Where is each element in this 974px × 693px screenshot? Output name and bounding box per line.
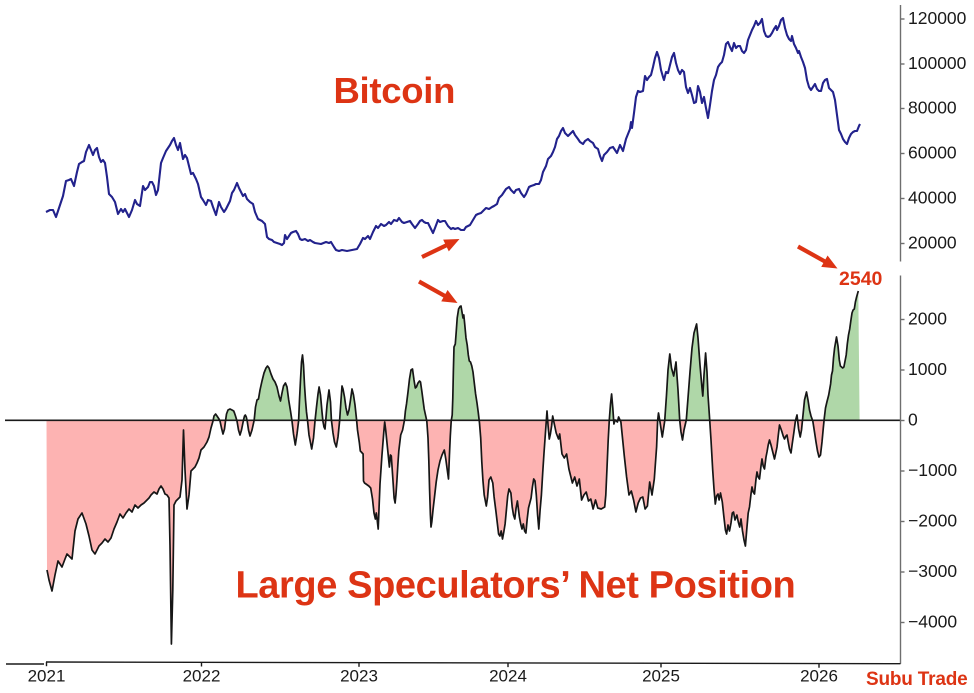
svg-text:2540: 2540 (839, 268, 883, 290)
svg-text:100000: 100000 (908, 53, 967, 73)
svg-text:2024: 2024 (489, 667, 527, 686)
svg-text:80000: 80000 (908, 98, 957, 118)
svg-text:0: 0 (908, 410, 918, 430)
svg-text:2021: 2021 (28, 667, 66, 686)
svg-text:40000: 40000 (908, 188, 957, 208)
svg-text:1000: 1000 (908, 359, 947, 379)
svg-text:Large Speculators’ Net Positio: Large Speculators’ Net Position (236, 565, 796, 607)
svg-text:2000: 2000 (908, 309, 947, 329)
svg-text:Bitcoin: Bitcoin (334, 70, 456, 111)
svg-text:2025: 2025 (642, 667, 680, 686)
svg-text:Subu Trade: Subu Trade (866, 669, 967, 690)
svg-text:2026: 2026 (800, 667, 838, 686)
svg-text:−1000: −1000 (908, 460, 957, 480)
svg-text:−2000: −2000 (908, 511, 957, 531)
svg-text:−3000: −3000 (908, 561, 957, 581)
svg-text:2022: 2022 (183, 667, 221, 686)
svg-text:20000: 20000 (908, 233, 957, 253)
svg-text:60000: 60000 (908, 143, 957, 163)
svg-text:−4000: −4000 (908, 612, 957, 632)
svg-text:2023: 2023 (340, 667, 378, 686)
svg-text:120000: 120000 (908, 8, 967, 28)
